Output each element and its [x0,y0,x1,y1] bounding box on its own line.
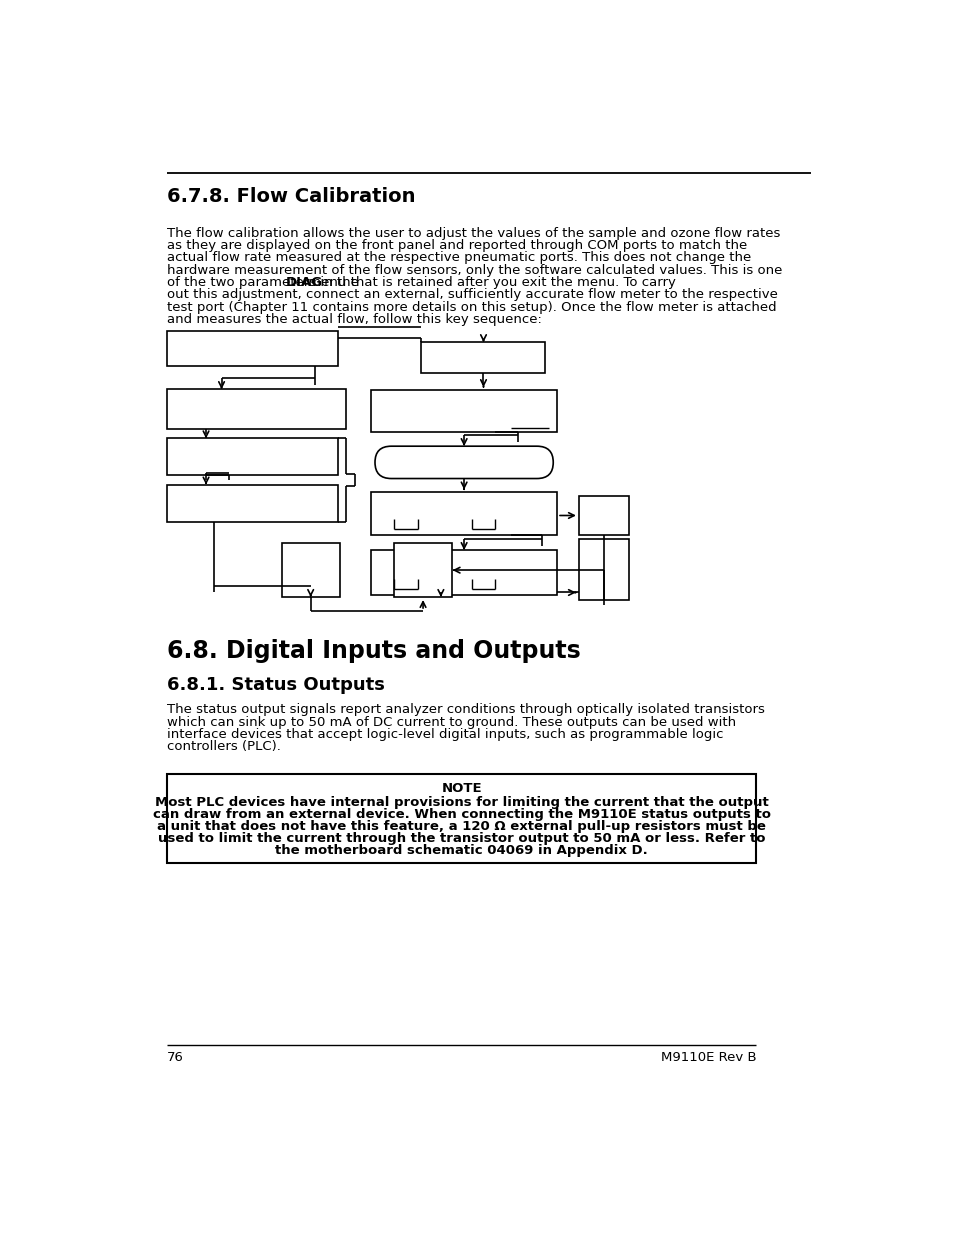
Bar [167,438,337,475]
Bar [167,389,345,430]
Text: controllers (PLC).: controllers (PLC). [167,740,281,753]
Text: 6.7.8. Flow Calibration: 6.7.8. Flow Calibration [167,186,416,206]
Bar [371,550,557,595]
Text: test port (Chapter 11 contains more details on this setup). Once the flow meter : test port (Chapter 11 contains more deta… [167,300,776,314]
Text: actual flow rate measured at the respective pneumatic ports. This does not chang: actual flow rate measured at the respect… [167,252,751,264]
Text: menu that is retained after you exit the menu. To carry: menu that is retained after you exit the… [304,275,676,289]
Text: 6.8. Digital Inputs and Outputs: 6.8. Digital Inputs and Outputs [167,640,580,663]
Text: Most PLC devices have internal provisions for limiting the current that the outp: Most PLC devices have internal provision… [154,795,768,809]
Text: used to limit the current through the transistor output to 50 mA or less. Refer : used to limit the current through the tr… [158,831,764,845]
Bar [371,493,557,535]
Bar [167,484,337,521]
Text: the motherboard schematic 04069 in Appendix D.: the motherboard schematic 04069 in Appen… [275,844,647,857]
Text: of the two parameters in the: of the two parameters in the [167,275,363,289]
Text: can draw from an external device. When connecting the M9110E status outputs to: can draw from an external device. When c… [152,808,770,821]
Text: The status output signals report analyzer conditions through optically isolated : The status output signals report analyze… [167,704,764,716]
Bar [421,342,545,373]
Text: and measures the actual flow, follow this key sequence:: and measures the actual flow, follow thi… [167,312,541,326]
Bar [282,543,340,597]
Bar [167,331,337,366]
Text: NOTE: NOTE [441,782,481,795]
Bar [578,538,629,600]
Text: a unit that does not have this feature, a 120 Ω external pull-up resistors must : a unit that does not have this feature, … [157,820,765,832]
FancyBboxPatch shape [375,446,553,478]
Text: 6.8.1. Status Outputs: 6.8.1. Status Outputs [167,677,385,694]
Text: 76: 76 [167,1051,184,1065]
Text: The flow calibration allows the user to adjust the values of the sample and ozon: The flow calibration allows the user to … [167,227,780,240]
Text: M9110E Rev B: M9110E Rev B [660,1051,756,1065]
Text: as they are displayed on the front panel and reported through COM ports to match: as they are displayed on the front panel… [167,240,747,252]
Bar [394,543,452,597]
Text: DIAG: DIAG [286,275,323,289]
Text: which can sink up to 50 mA of DC current to ground. These outputs can be used wi: which can sink up to 50 mA of DC current… [167,716,736,729]
Bar [167,774,756,863]
Text: interface devices that accept logic-level digital inputs, such as programmable l: interface devices that accept logic-leve… [167,727,723,741]
Bar [371,390,557,432]
Bar [578,496,629,535]
Text: out this adjustment, connect an external, sufficiently accurate flow meter to th: out this adjustment, connect an external… [167,288,778,301]
Text: hardware measurement of the flow sensors, only the software calculated values. T: hardware measurement of the flow sensors… [167,264,781,277]
